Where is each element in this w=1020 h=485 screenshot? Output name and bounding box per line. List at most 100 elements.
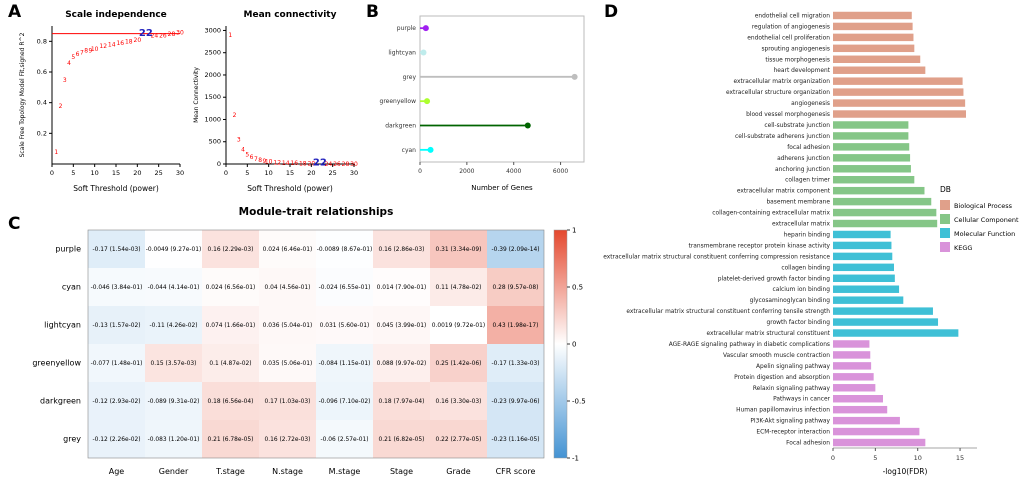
svg-text:0.2: 0.2 (37, 129, 47, 137)
svg-text:regulation of angiogenesis: regulation of angiogenesis (752, 24, 830, 30)
svg-text:-0.084 (1.15e-01): -0.084 (1.15e-01) (319, 361, 371, 367)
svg-text:Number of Genes: Number of Genes (471, 184, 533, 192)
svg-text:10: 10 (265, 169, 273, 177)
svg-text:2: 2 (59, 103, 63, 110)
svg-text:0.21 (6.78e-05): 0.21 (6.78e-05) (208, 437, 254, 443)
svg-text:10: 10 (265, 159, 273, 166)
svg-text:7: 7 (254, 156, 258, 163)
svg-text:-0.089 (9.31e-02): -0.089 (9.31e-02) (148, 399, 200, 405)
svg-text:basement membrane: basement membrane (766, 200, 830, 206)
svg-text:extracellular matrix structura: extracellular matrix structural constitu… (707, 331, 831, 337)
svg-text:25: 25 (329, 169, 337, 177)
svg-text:0: 0 (831, 454, 835, 462)
svg-text:ECM-receptor interaction: ECM-receptor interaction (756, 430, 830, 436)
svg-text:tissue morphogenesis: tissue morphogenesis (765, 57, 830, 63)
svg-text:0.28 (9.57e-08): 0.28 (9.57e-08) (493, 285, 539, 291)
svg-text:6: 6 (76, 51, 80, 58)
svg-text:0.5: 0.5 (572, 284, 583, 292)
svg-text:extracellular matrix organizat: extracellular matrix organization (734, 79, 831, 85)
svg-text:-0.077 (1.48e-01): -0.077 (1.48e-01) (91, 361, 143, 367)
svg-text:-0.046 (3.84e-01): -0.046 (3.84e-01) (91, 285, 143, 291)
svg-text:-0.06 (2.57e-01): -0.06 (2.57e-01) (320, 437, 368, 443)
svg-text:-0.13 (1.57e-02): -0.13 (1.57e-02) (92, 323, 140, 329)
svg-text:3: 3 (63, 77, 67, 84)
svg-text:1: 1 (228, 32, 232, 39)
svg-text:-0.39 (2.09e-14): -0.39 (2.09e-14) (491, 247, 539, 253)
svg-text:10: 10 (91, 46, 99, 53)
svg-text:0.8: 0.8 (37, 37, 47, 45)
svg-text:6000: 6000 (553, 168, 568, 175)
svg-text:0: 0 (224, 169, 228, 177)
svg-text:Mean connectivity: Mean connectivity (244, 10, 337, 20)
svg-text:endothelial cell migration: endothelial cell migration (755, 13, 830, 19)
svg-text:0.16 (2.29e-03): 0.16 (2.29e-03) (208, 247, 254, 253)
svg-text:22: 22 (139, 28, 153, 39)
svg-text:0.088 (9.97e-02): 0.088 (9.97e-02) (377, 361, 427, 367)
svg-text:0.036 (5.04e-01): 0.036 (5.04e-01) (263, 323, 313, 329)
svg-text:0.035 (5.06e-01): 0.035 (5.06e-01) (263, 361, 313, 367)
svg-text:0.43 (1.98e-17): 0.43 (1.98e-17) (493, 323, 539, 329)
svg-text:26: 26 (333, 161, 341, 168)
svg-text:18: 18 (125, 39, 133, 46)
svg-text:angiogenesis: angiogenesis (791, 101, 830, 107)
svg-text:2000: 2000 (459, 168, 474, 175)
svg-text:KEGG: KEGG (954, 244, 972, 252)
svg-text:-0.5: -0.5 (572, 398, 586, 406)
svg-text:12: 12 (99, 43, 107, 50)
svg-text:Apelin signaling pathway: Apelin signaling pathway (756, 364, 830, 370)
svg-text:platelet-derived growth factor: platelet-derived growth factor binding (718, 276, 830, 282)
svg-text:-0.12 (2.26e-02): -0.12 (2.26e-02) (92, 437, 140, 443)
scale-independence-plot: Scale independence 0 5 10 15 20 25 30 0.2 0.4 0.6 0… (16, 6, 188, 196)
svg-text:10: 10 (91, 169, 99, 177)
svg-text:T.stage: T.stage (215, 467, 245, 476)
svg-text:0.024 (6.56e-01): 0.024 (6.56e-01) (206, 285, 256, 291)
svg-text:20: 20 (307, 169, 315, 177)
svg-text:Gender: Gender (159, 467, 189, 476)
svg-text:blood vessel morphogenesis: blood vessel morphogenesis (746, 112, 830, 118)
svg-text:0.11 (4.78e-02): 0.11 (4.78e-02) (436, 285, 482, 291)
svg-text:0: 0 (50, 169, 54, 177)
svg-text:9: 9 (88, 48, 92, 55)
svg-text:Biological Process: Biological Process (954, 202, 1013, 210)
panel-label-d: D (604, 2, 619, 22)
svg-text:0: 0 (418, 168, 422, 175)
svg-text:0.15 (3.57e-03): 0.15 (3.57e-03) (151, 361, 197, 367)
svg-text:purple: purple (397, 25, 417, 32)
svg-text:Age: Age (109, 467, 125, 476)
svg-text:8: 8 (84, 48, 88, 55)
svg-text:darkgreen: darkgreen (385, 123, 416, 130)
svg-text:glycosaminoglycan binding: glycosaminoglycan binding (750, 298, 831, 304)
svg-text:0.4: 0.4 (37, 99, 47, 107)
svg-text:500: 500 (209, 138, 221, 146)
svg-text:lightcyan: lightcyan (44, 321, 81, 330)
svg-text:purple: purple (55, 245, 81, 254)
svg-text:0.074 (1.66e-01): 0.074 (1.66e-01) (206, 323, 256, 329)
svg-text:4: 4 (67, 60, 71, 67)
svg-text:5: 5 (245, 169, 249, 177)
svg-text:adherens junction: adherens junction (777, 156, 830, 162)
svg-text:Scale independence: Scale independence (65, 10, 167, 20)
svg-text:0.31 (3.34e-09): 0.31 (3.34e-09) (436, 247, 482, 253)
svg-text:2500: 2500 (204, 49, 221, 57)
svg-text:Stage: Stage (390, 467, 413, 476)
svg-text:-log10(FDR): -log10(FDR) (883, 467, 928, 476)
svg-text:Pathways in cancer: Pathways in cancer (773, 397, 830, 403)
svg-text:Soft Threshold (power): Soft Threshold (power) (247, 184, 333, 193)
svg-text:0.25 (1.42e-06): 0.25 (1.42e-06) (436, 361, 482, 367)
svg-text:-0.083 (1.20e-01): -0.083 (1.20e-01) (148, 437, 200, 443)
svg-text:-0.17 (1.33e-03): -0.17 (1.33e-03) (491, 361, 539, 367)
svg-text:20: 20 (134, 37, 142, 44)
svg-text:Grade: Grade (446, 467, 470, 476)
svg-text:greenyellow: greenyellow (32, 359, 81, 368)
svg-text:0.17 (1.03e-03): 0.17 (1.03e-03) (265, 399, 311, 405)
svg-text:Relaxin signaling pathway: Relaxin signaling pathway (753, 386, 831, 392)
svg-text:0.6: 0.6 (37, 68, 47, 76)
svg-text:0.014 (7.90e-01): 0.014 (7.90e-01) (377, 285, 427, 291)
svg-text:30: 30 (350, 169, 358, 177)
svg-text:8: 8 (258, 157, 262, 164)
svg-text:22: 22 (313, 158, 327, 169)
svg-text:Protein digestion and absorpti: Protein digestion and absorption (734, 375, 830, 381)
svg-text:Mean Connectivity: Mean Connectivity (193, 67, 200, 123)
svg-text:7: 7 (80, 49, 84, 56)
